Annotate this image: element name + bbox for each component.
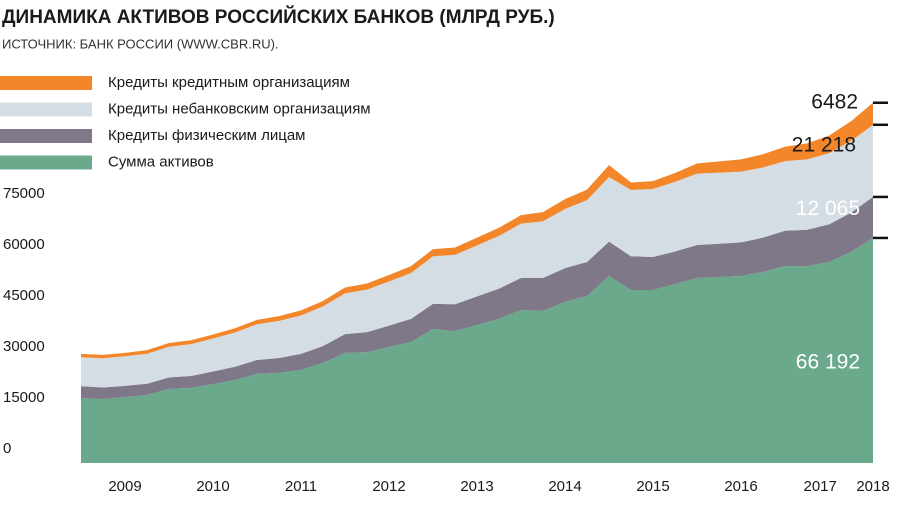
legend-swatch <box>0 129 92 143</box>
end-label: 66 192 <box>796 351 860 374</box>
x-tick-label: 2013 <box>460 478 493 495</box>
x-tick-label: 2017 <box>804 478 837 495</box>
area <box>81 237 873 463</box>
legend-label: Кредиты небанковским организациям <box>108 100 371 117</box>
legend-swatch <box>0 102 92 117</box>
end-label: 6482 <box>811 90 858 113</box>
y-tick-label: 60000 <box>3 236 45 253</box>
end-label: 12 065 <box>796 197 860 220</box>
area <box>81 124 873 388</box>
y-tick-label: 75000 <box>3 185 45 202</box>
y-tick-label: 0 <box>3 440 11 457</box>
plot-area <box>81 102 873 463</box>
legend-swatch <box>0 155 92 170</box>
legend-swatch <box>0 76 92 90</box>
x-tick-label: 2018 <box>856 478 889 495</box>
y-tick-label: 30000 <box>3 338 45 355</box>
x-tick-label: 2012 <box>372 478 405 495</box>
chart-subtitle: ИСТОЧНИК: БАНК РОССИИ (WWW.CBR.RU). <box>2 36 279 51</box>
x-tick-label: 2009 <box>108 478 141 495</box>
area <box>81 196 873 400</box>
y-tick-label: 15000 <box>3 389 45 406</box>
end-label: 21 218 <box>792 133 856 156</box>
legend-label: Кредиты кредитным организациям <box>108 74 350 91</box>
x-tick-label: 2015 <box>636 478 669 495</box>
chart-title: ДИНАМИКА АКТИВОВ РОССИЙСКИХ БАНКОВ (МЛРД… <box>2 6 555 28</box>
x-tick-label: 2014 <box>548 478 581 495</box>
x-tick-label: 2011 <box>285 478 317 495</box>
legend-label: Сумма активов <box>108 153 214 170</box>
y-tick-label: 45000 <box>3 287 45 304</box>
x-tick-label: 2010 <box>196 478 229 495</box>
legend-label: Кредиты физическим лицам <box>108 127 305 144</box>
x-tick-label: 2016 <box>724 478 757 495</box>
